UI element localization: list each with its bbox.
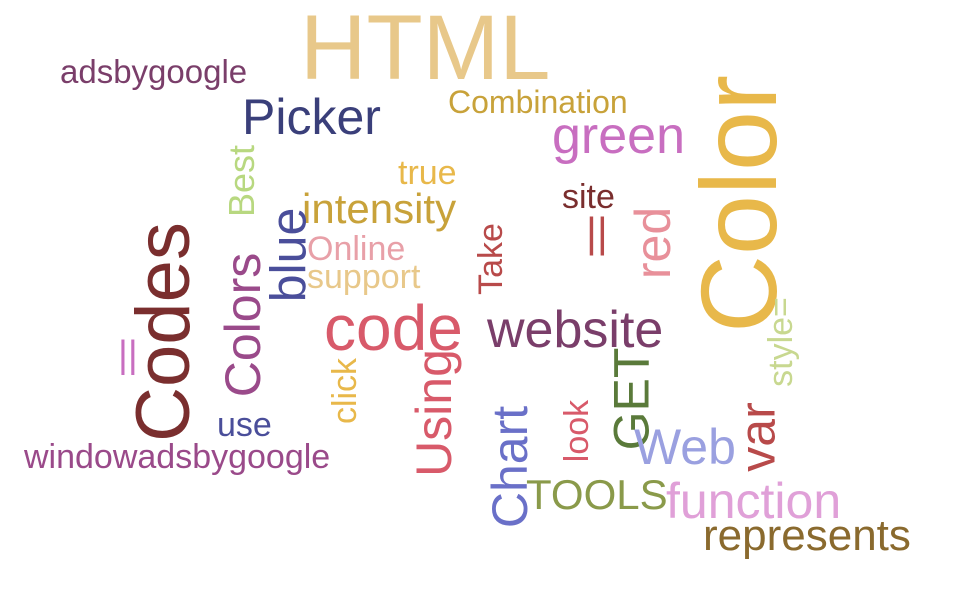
word-support: support <box>307 258 421 296</box>
word-using: Using <box>405 349 462 477</box>
word-red: red <box>625 206 682 280</box>
word-online: Online <box>307 230 406 268</box>
word-true: true <box>398 154 457 192</box>
word-web: Web <box>634 419 736 475</box>
word-colors: Colors <box>215 252 272 398</box>
word-website: website <box>487 301 664 359</box>
word-click: click <box>326 357 365 425</box>
word-separator-2: || <box>118 334 138 376</box>
word-site: site <box>562 178 615 216</box>
word-look: look <box>558 399 597 463</box>
word-code: code <box>324 292 463 364</box>
word-picker: Picker <box>242 89 381 145</box>
word-combination: Combination <box>448 84 628 120</box>
word-color: Color <box>678 74 800 334</box>
word-represents: represents <box>703 511 911 560</box>
word-function: function <box>666 473 842 529</box>
word-style: style= <box>761 297 800 387</box>
word-green: green <box>552 107 685 165</box>
word-html: HTML <box>300 0 551 99</box>
word-use: use <box>217 406 272 444</box>
word-take: Take <box>471 223 510 295</box>
word-intensity: intensity <box>302 185 457 232</box>
word-adsbygoogle: adsbygoogle <box>60 53 248 90</box>
word-separator-1: || <box>586 209 608 256</box>
word-codes: Codes <box>120 222 206 442</box>
word-windowadsbygoogle: windowadsbygoogle <box>24 438 331 476</box>
word-var: var <box>729 402 786 472</box>
word-tools: TOOLS <box>526 471 668 518</box>
word-best: Best <box>221 144 263 218</box>
